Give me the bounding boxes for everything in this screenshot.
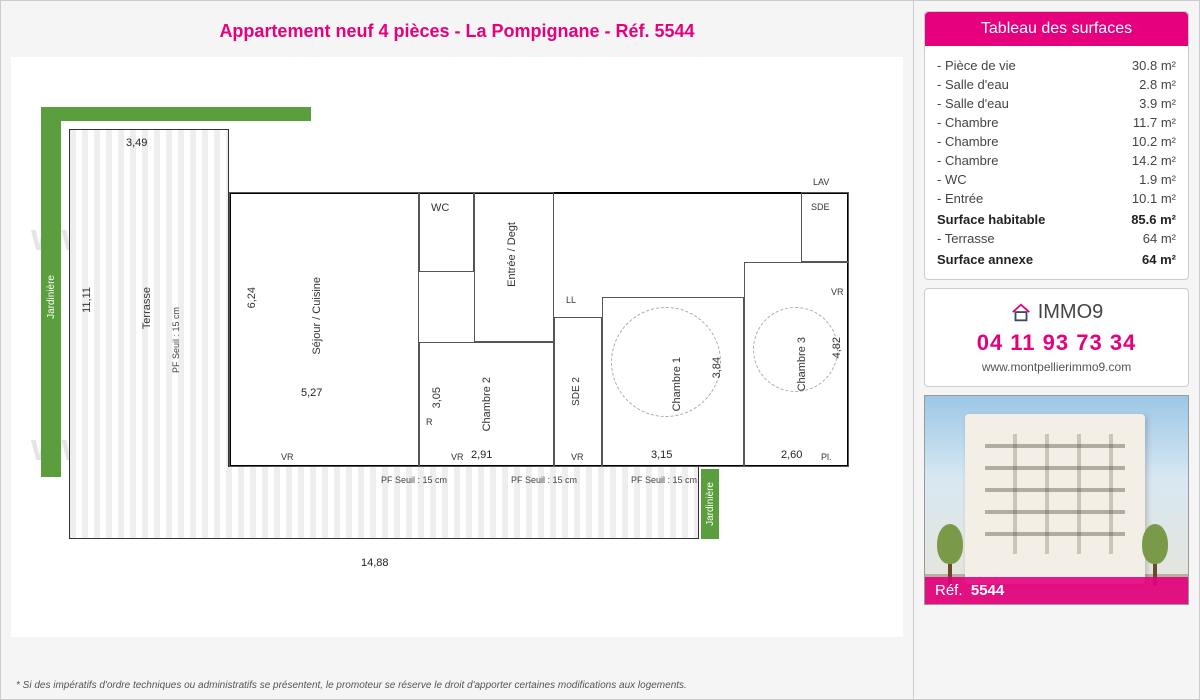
vr-4: VR bbox=[831, 287, 844, 297]
building-photo: Réf. 5544 bbox=[924, 395, 1189, 605]
house-icon bbox=[1010, 302, 1032, 324]
dim-1488: 14,88 bbox=[361, 557, 389, 569]
surface-row: Chambre 14.2 m² bbox=[937, 151, 1176, 170]
r-label: R bbox=[426, 417, 433, 427]
surface-habitable-row: Surface habitable 85.6 m² bbox=[937, 208, 1176, 229]
dim-527: 5,27 bbox=[301, 387, 322, 399]
surface-row-label: Entrée bbox=[937, 191, 983, 206]
surface-row-label: Chambre bbox=[937, 153, 998, 168]
surface-row-value: 2.8 m² bbox=[1139, 77, 1176, 92]
planter-right: Jardinière bbox=[701, 469, 719, 539]
surface-row: Entrée 10.1 m² bbox=[937, 189, 1176, 208]
listing-title: Appartement neuf 4 pièces - La Pompignan… bbox=[11, 11, 903, 57]
surface-row: Pièce de vie 30.8 m² bbox=[937, 56, 1176, 75]
vr-2: VR bbox=[451, 452, 464, 462]
surface-row-value: 3.9 m² bbox=[1139, 96, 1176, 111]
surface-row-label: Salle d'eau bbox=[937, 77, 1009, 92]
surface-row-value: 10.2 m² bbox=[1132, 134, 1176, 149]
seuil-3: PF Seuil : 15 cm bbox=[511, 475, 577, 485]
surface-row-value: 30.8 m² bbox=[1132, 58, 1176, 73]
room-sejour bbox=[229, 192, 419, 467]
photo-building bbox=[965, 414, 1145, 584]
planter-left-label: Jardinière bbox=[46, 275, 57, 319]
pl-label: Pl. bbox=[821, 452, 832, 462]
planter-left: Jardinière bbox=[41, 117, 61, 477]
dim-315: 3,15 bbox=[651, 449, 672, 461]
dim-482: 4,82 bbox=[831, 337, 843, 358]
disclaimer-text: * Si des impératifs d'ordre techniques o… bbox=[16, 680, 687, 691]
surface-row: Chambre 10.2 m² bbox=[937, 132, 1176, 151]
ll-label: LL bbox=[566, 295, 576, 305]
surface-row-label: WC bbox=[937, 172, 967, 187]
surface-habitable-value: 85.6 m² bbox=[1131, 212, 1176, 227]
surfaces-body: Pièce de vie30.8 m²Salle d'eau2.8 m²Sall… bbox=[925, 46, 1188, 279]
surface-row-label: Chambre bbox=[937, 115, 998, 130]
room-sde2-label: SDE 2 bbox=[571, 377, 582, 406]
listing-sheet: Appartement neuf 4 pièces - La Pompignan… bbox=[0, 0, 1200, 700]
surfaces-header: Tableau des surfaces bbox=[925, 12, 1188, 46]
lav-label: LAV bbox=[813, 177, 829, 187]
room-sejour-label: Séjour / Cuisine bbox=[311, 277, 323, 355]
dim-260: 2,60 bbox=[781, 449, 802, 461]
surface-terrasse-label: Terrasse bbox=[937, 231, 995, 246]
photo-ref-prefix: Réf. bbox=[935, 582, 963, 599]
planter-top-strip bbox=[41, 107, 311, 121]
surface-row: WC 1.9 m² bbox=[937, 170, 1176, 189]
floorplan: www.montpellierimmo9.com www.montpellier… bbox=[11, 57, 903, 637]
surface-terrasse-value: 64 m² bbox=[1143, 231, 1176, 246]
contact-website[interactable]: www.montpellierimmo9.com bbox=[933, 360, 1180, 374]
contact-phone[interactable]: 04 11 93 73 34 bbox=[933, 330, 1180, 356]
terrace-label: Terrasse bbox=[141, 287, 153, 329]
surface-annexe-label: Surface annexe bbox=[937, 252, 1033, 267]
dim-384: 3,84 bbox=[711, 357, 723, 378]
surface-habitable-label: Surface habitable bbox=[937, 212, 1045, 227]
room-entree-label: Entrée / Degt bbox=[506, 222, 518, 287]
surface-row: Salle d'eau 2.8 m² bbox=[937, 75, 1176, 94]
surface-row-value: 10.1 m² bbox=[1132, 191, 1176, 206]
room-wc-label: WC bbox=[431, 202, 449, 214]
right-panel: Tableau des surfaces Pièce de vie 30.8 m²… bbox=[914, 1, 1199, 699]
planter-right-label: Jardinière bbox=[705, 482, 716, 526]
brand-name: IMMO9 bbox=[1038, 301, 1104, 324]
dim-291: 2,91 bbox=[471, 449, 492, 461]
surface-row-label: Chambre bbox=[937, 134, 998, 149]
room-sde-label: SDE bbox=[811, 202, 830, 212]
surface-row-label: Pièce de vie bbox=[937, 58, 1016, 73]
surface-row-value: 11.7 m² bbox=[1133, 115, 1176, 130]
vr-1: VR bbox=[281, 452, 294, 462]
photo-ref-value: 5544 bbox=[971, 582, 1004, 599]
brand-logo: IMMO9 bbox=[933, 301, 1180, 324]
dim-1111: 11,11 bbox=[81, 287, 93, 313]
surface-annexe-row: Surface annexe 64 m² bbox=[937, 248, 1176, 269]
surface-row-label: Salle d'eau bbox=[937, 96, 1009, 111]
vr-3: VR bbox=[571, 452, 584, 462]
contact-card: IMMO9 04 11 93 73 34 www.montpellierimmo… bbox=[924, 288, 1189, 387]
bed-circle-ch3 bbox=[753, 307, 838, 392]
surface-row-value: 14.2 m² bbox=[1132, 153, 1176, 168]
surface-annexe-value: 64 m² bbox=[1142, 252, 1176, 267]
surfaces-card: Tableau des surfaces Pièce de vie 30.8 m²… bbox=[924, 11, 1189, 280]
dim-624: 6,24 bbox=[246, 287, 258, 308]
seuil-2: PF Seuil : 15 cm bbox=[381, 475, 447, 485]
photo-tree-2 bbox=[1142, 524, 1168, 584]
surface-row-value: 1.9 m² bbox=[1139, 172, 1176, 187]
photo-ref-strip: Réf. 5544 bbox=[925, 577, 1188, 604]
room-ch2-label: Chambre 2 bbox=[481, 377, 493, 431]
seuil-4: PF Seuil : 15 cm bbox=[631, 475, 697, 485]
dim-305: 3,05 bbox=[431, 387, 443, 408]
dim-349: 3,49 bbox=[126, 137, 147, 149]
surface-row: Chambre 11.7 m² bbox=[937, 113, 1176, 132]
photo-tree-1 bbox=[937, 524, 963, 584]
surface-terrasse-row: Terrasse 64 m² bbox=[937, 229, 1176, 248]
seuil-1: PF Seuil : 15 cm bbox=[171, 307, 181, 373]
surface-row: Salle d'eau 3.9 m² bbox=[937, 94, 1176, 113]
bed-circle-ch1 bbox=[611, 307, 721, 417]
left-panel: Appartement neuf 4 pièces - La Pompignan… bbox=[1, 1, 914, 699]
